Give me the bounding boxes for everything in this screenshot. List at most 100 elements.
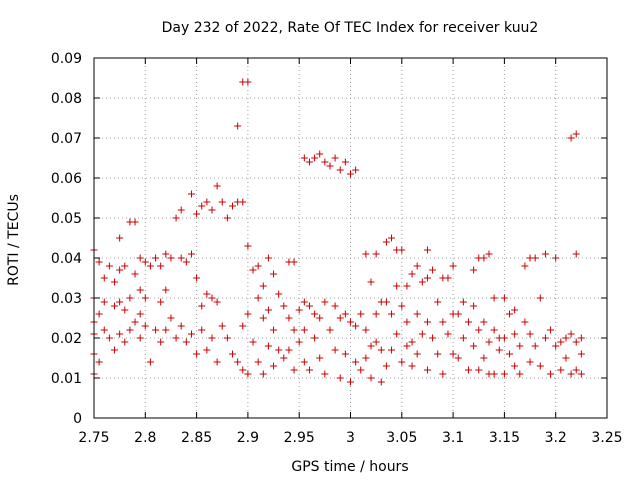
y-tick-label: 0.01 [51,371,82,387]
data-point [136,286,144,294]
data-point [95,258,103,266]
data-point [413,310,421,318]
data-point [259,314,267,322]
data-point [244,242,252,250]
x-axis-label: GPS time / hours [291,459,408,475]
data-point [285,346,293,354]
data-point [193,210,201,218]
data-point [193,274,201,282]
data-point [547,326,555,334]
data-point [511,330,519,338]
data-point [429,266,437,274]
data-point [572,250,580,258]
data-point [500,294,508,302]
data-point [475,326,483,334]
data-point [357,310,365,318]
data-point [352,358,360,366]
data-point [506,350,514,358]
data-point [244,310,252,318]
data-point [567,134,575,142]
data-point [552,342,560,350]
data-point [552,254,560,262]
data-point [316,354,324,362]
data-point [557,366,565,374]
data-point [162,250,170,258]
data-point [121,338,129,346]
data-point [398,302,406,310]
data-point [372,338,380,346]
data-point [254,358,262,366]
data-point [100,274,108,282]
data-point [577,350,585,358]
data-point [270,270,278,278]
data-point [234,358,242,366]
data-point [336,374,344,382]
x-tick-label: 3.05 [386,430,417,446]
data-point [377,378,385,386]
y-tick-label: 0.07 [51,131,82,147]
data-points [90,78,585,386]
data-point [280,354,288,362]
data-point [398,358,406,366]
data-point [321,370,329,378]
data-point [408,270,416,278]
data-point [162,286,170,294]
data-point [388,310,396,318]
data-point [367,342,375,350]
data-point [377,346,385,354]
data-point [182,338,190,346]
data-point [434,298,442,306]
data-point [372,250,380,258]
data-point [259,282,267,290]
data-point [198,326,206,334]
data-point [116,266,124,274]
data-point [521,318,529,326]
data-point [141,258,149,266]
data-point [275,290,283,298]
data-point [434,350,442,358]
data-point [254,262,262,270]
data-point [470,266,478,274]
data-point [547,370,555,378]
data-point [290,258,298,266]
data-point [480,318,488,326]
data-point [290,366,298,374]
data-point [229,202,237,210]
data-point [213,358,221,366]
data-point [259,370,267,378]
data-point [347,170,354,178]
data-point [177,206,185,214]
data-point [352,322,360,330]
data-point [341,310,349,318]
data-point [239,198,247,206]
data-point [249,266,257,274]
data-point [311,154,319,162]
data-point [382,362,390,370]
data-point [423,366,431,374]
data-point [213,298,221,306]
data-point [347,378,354,386]
data-point [152,254,160,262]
data-point [516,370,524,378]
x-tick-label: 3 [346,430,355,446]
data-point [393,330,401,338]
data-point [146,262,154,270]
data-point [341,158,349,166]
data-point [403,342,411,350]
data-point [157,338,165,346]
grid-lines [94,58,607,418]
data-point [459,334,467,342]
data-point [218,322,226,330]
x-tick-label: 3.1 [442,430,464,446]
data-point [264,342,272,350]
data-point [275,346,283,354]
data-point [126,326,134,334]
data-point [449,350,457,358]
data-point [198,202,206,210]
data-point [254,294,262,302]
y-tick-label: 0.09 [51,51,82,67]
data-point [388,234,396,242]
data-point [203,198,211,206]
data-point [326,326,334,334]
data-point [239,322,247,330]
